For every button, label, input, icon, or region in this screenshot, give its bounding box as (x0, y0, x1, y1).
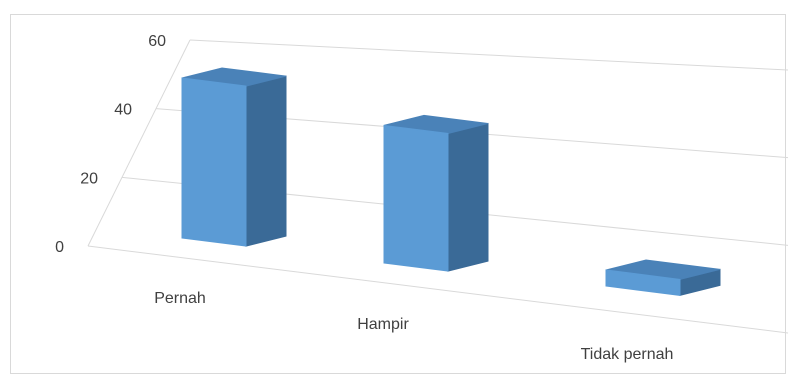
bar-front-face (605, 269, 681, 296)
y-tick-label: 20 (80, 170, 98, 187)
bar-pernah (181, 67, 287, 247)
gridline (87, 245, 789, 334)
y-axis-ticks: 0 20 40 60 (55, 33, 166, 256)
bar-hampir (383, 114, 489, 272)
bar-front-face (181, 77, 247, 247)
gridline (189, 39, 789, 71)
x-category-label: Hampir (357, 316, 409, 333)
y-tick-label: 0 (55, 239, 64, 256)
bar-tidak-pernah (605, 259, 721, 297)
y-tick-label: 40 (114, 102, 132, 119)
bar-side-face (447, 122, 489, 272)
axis-wall-edge (87, 39, 191, 247)
x-category-label: Tidak pernah (581, 346, 674, 363)
bars (181, 67, 721, 297)
x-category-label: Pernah (154, 290, 206, 307)
bar-front-face (383, 124, 449, 272)
bar-side-face (245, 75, 287, 247)
x-axis-categories: Pernah Hampir Tidak pernah (154, 290, 673, 363)
y-tick-label: 60 (148, 33, 166, 50)
